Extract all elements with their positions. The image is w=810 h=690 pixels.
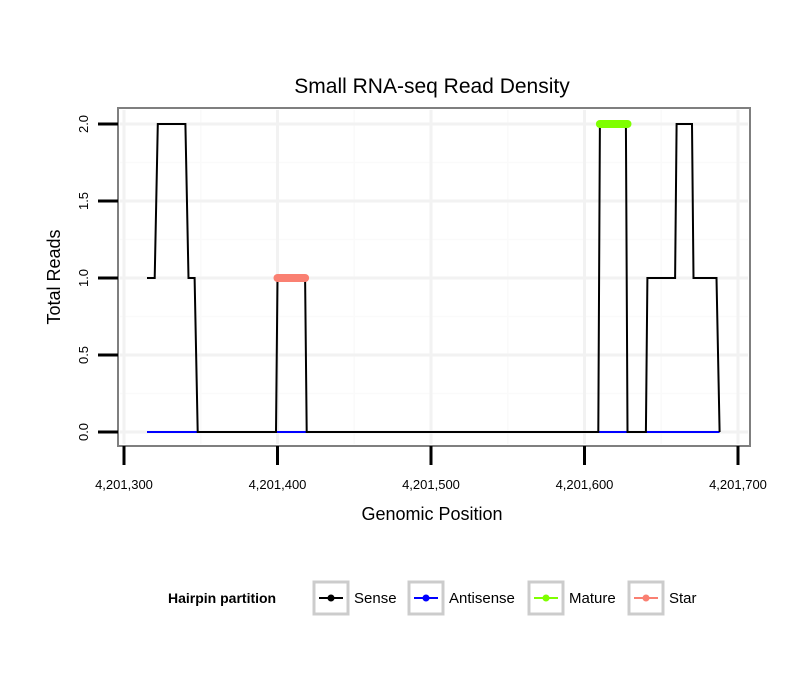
legend-key-marker [542, 594, 550, 602]
x-axis: 4,201,300 4,201,400 4,201,500 4,201,600 4,20… [95, 446, 767, 492]
y-tick-label: 0.5 [76, 346, 91, 364]
data-series [147, 120, 721, 433]
x-tick-label: 4,201,700 [709, 477, 767, 492]
x-axis-title: Genomic Position [361, 504, 502, 524]
y-tick-label: 1.0 [76, 269, 91, 287]
y-tick-label: 0.0 [76, 423, 91, 441]
y-tick-label: 2.0 [76, 115, 91, 133]
y-axis: 0.0 0.5 1.0 1.5 2.0 [76, 115, 118, 441]
x-tick-label: 4,201,300 [95, 477, 153, 492]
legend-title: Hairpin partition [168, 590, 276, 606]
legend-entries: Sense Antisense Mature Star [312, 580, 697, 616]
chart-title: Small RNA-seq Read Density [294, 75, 570, 98]
legend-label: Star [669, 590, 697, 607]
legend-label: Sense [354, 590, 397, 607]
y-axis-title: Total Reads [44, 229, 64, 324]
legend-entry-star: Star [627, 580, 697, 616]
legend-key-marker [422, 594, 430, 602]
legend-entry-mature: Mature [527, 580, 616, 616]
legend: Hairpin partition Sense Antisense Mature St… [168, 580, 697, 616]
legend-key-marker [327, 594, 335, 602]
legend-label: Mature [569, 590, 616, 607]
legend-entry-antisense: Antisense [407, 580, 515, 616]
legend-label: Antisense [449, 590, 515, 607]
x-tick-label: 4,201,600 [556, 477, 614, 492]
y-tick-label: 1.5 [76, 192, 91, 210]
sense-series-line [147, 123, 721, 433]
x-tick-label: 4,201,500 [402, 477, 460, 492]
x-tick-label: 4,201,400 [249, 477, 307, 492]
legend-key-marker [642, 594, 650, 602]
plot-panel [117, 107, 751, 447]
legend-entry-sense: Sense [312, 580, 397, 616]
